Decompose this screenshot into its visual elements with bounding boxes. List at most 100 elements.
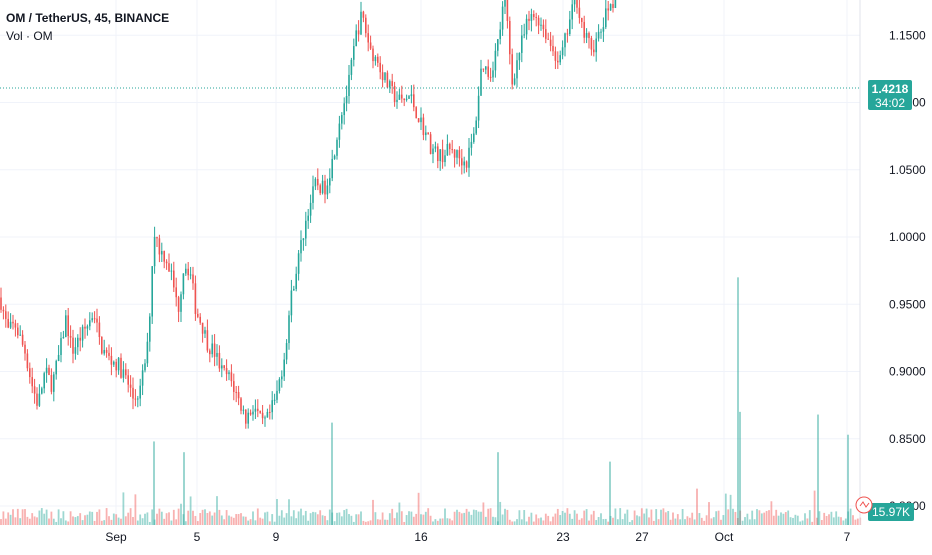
candle-body <box>45 367 48 374</box>
candle-body <box>297 253 300 274</box>
volume-bar <box>232 517 235 525</box>
volume-bar <box>624 513 626 525</box>
volume-bar <box>189 496 192 525</box>
candle-body <box>242 409 245 411</box>
volume-bar <box>110 519 113 525</box>
candle-body <box>477 95 480 121</box>
volume-bar <box>69 511 72 525</box>
candle-body <box>165 261 168 264</box>
candle-body <box>360 11 362 35</box>
candle-body <box>110 355 113 365</box>
candle-body <box>221 365 223 369</box>
volume-bar <box>487 508 490 525</box>
volume-bar <box>187 510 190 525</box>
volume-bar <box>667 511 670 525</box>
candle-body <box>600 31 602 33</box>
candle-body <box>96 318 98 323</box>
volume-bar <box>19 518 22 525</box>
volume-bar <box>693 519 696 525</box>
candle-body <box>192 274 194 284</box>
candle-body <box>506 0 509 21</box>
volume-bar <box>218 509 221 525</box>
candle-body <box>612 4 614 8</box>
volume-bar <box>122 492 125 525</box>
candle-body <box>134 398 137 400</box>
volume-bar <box>564 512 566 525</box>
candle-body <box>429 134 432 154</box>
y-tick-label: 1.0500 <box>889 163 926 177</box>
volume-bar <box>379 519 382 525</box>
volume-bar <box>820 520 823 525</box>
volume-bar <box>266 511 269 525</box>
volume-bar <box>583 510 586 525</box>
indicator-settings-icon[interactable] <box>855 496 873 514</box>
volume-bar <box>732 508 734 525</box>
volume-bar <box>280 510 283 525</box>
volume-bar <box>240 513 242 525</box>
candle-body <box>261 412 264 419</box>
x-tick-label: 27 <box>635 530 649 544</box>
volume-bar <box>722 515 725 525</box>
volume-bar <box>451 520 454 525</box>
candle-body <box>485 66 487 70</box>
candle-body <box>14 323 17 328</box>
volume-bar <box>139 514 142 525</box>
candle-body <box>585 33 588 38</box>
volume-bar <box>398 502 401 525</box>
time-axis[interactable]: Sep 5 9 16 23 27 Oct 7 <box>105 530 850 544</box>
volume-bar <box>595 520 598 525</box>
volume-bar <box>247 520 250 525</box>
volume-bar <box>369 520 372 525</box>
candle-body <box>324 180 326 195</box>
candle-body <box>345 96 348 104</box>
candle-body <box>151 266 153 317</box>
volume-bar <box>86 514 89 525</box>
volume-bar <box>696 488 698 525</box>
volume-indicator-label[interactable]: Vol · OM <box>6 29 53 43</box>
volume-bar <box>144 513 146 525</box>
volume-bar <box>758 510 761 525</box>
x-tick-label: 9 <box>273 530 280 544</box>
volume-bar <box>720 519 722 525</box>
volume-bar <box>132 516 134 525</box>
volume-bar <box>192 510 194 525</box>
volume-bar <box>391 508 394 525</box>
volume-bar <box>81 520 84 525</box>
candle-body <box>105 349 108 353</box>
candle-body <box>300 240 302 254</box>
volume-bar <box>129 508 132 525</box>
candle-body <box>321 180 324 194</box>
volume-bar <box>532 521 535 525</box>
volume-bar <box>288 499 290 525</box>
volume-bar <box>796 515 799 525</box>
candle-body <box>494 50 497 71</box>
volume-bar <box>576 513 578 525</box>
volume-bar <box>79 513 82 525</box>
candle-body <box>132 387 134 399</box>
symbol-title[interactable]: OM / TetherUS, 45, BINANCE <box>6 11 170 25</box>
volume-bar <box>276 499 278 525</box>
candle-body <box>314 178 317 187</box>
candle-body <box>249 412 252 415</box>
volume-bar <box>105 508 108 525</box>
volume-bar <box>420 514 422 525</box>
candle-body <box>197 313 199 317</box>
candle-body <box>156 236 158 239</box>
volume-bar <box>278 515 281 525</box>
volume-bar <box>0 519 2 525</box>
candle-body <box>410 94 413 97</box>
volume-bar <box>672 512 674 525</box>
candle-body <box>605 8 607 28</box>
volume-bar <box>772 515 775 525</box>
candle-body <box>139 385 141 399</box>
candle-body <box>62 336 65 339</box>
volume-bar <box>806 518 809 525</box>
price-axis[interactable]: 1.55001.50001.45001.40001.35001.30001.25… <box>859 0 926 525</box>
volume-spike <box>847 434 849 525</box>
volume-bar <box>14 517 17 525</box>
volume-bar <box>684 519 686 525</box>
candle-body <box>12 321 14 324</box>
volume-bar <box>708 502 710 525</box>
